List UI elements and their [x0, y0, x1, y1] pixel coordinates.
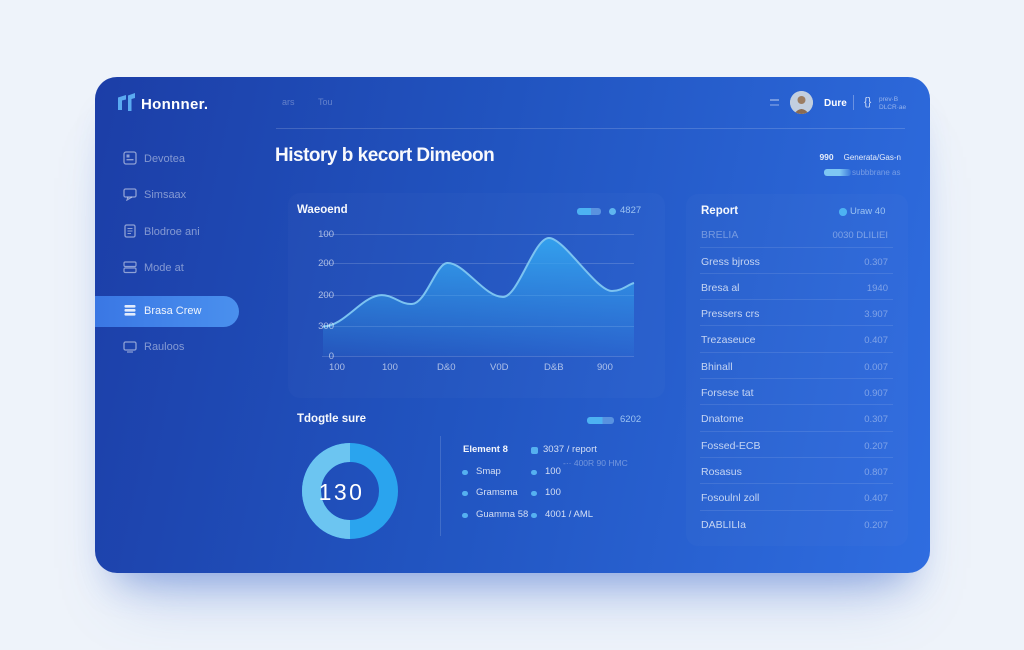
- svg-text:130: 130: [319, 479, 365, 505]
